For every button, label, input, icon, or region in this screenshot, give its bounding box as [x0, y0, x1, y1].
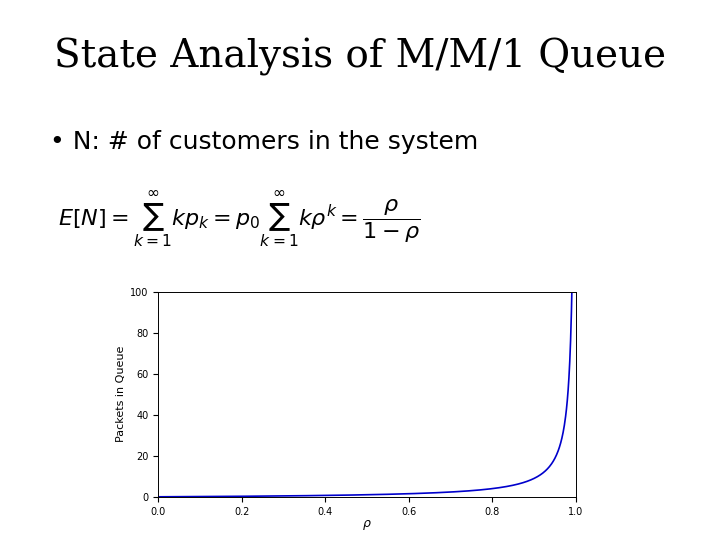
Text: State Analysis of M/M/1 Queue: State Analysis of M/M/1 Queue — [54, 38, 666, 76]
Text: • N: # of customers in the system: • N: # of customers in the system — [50, 130, 479, 153]
Text: $E[N] = \sum_{k=1}^{\infty} kp_k = p_0 \sum_{k=1}^{\infty} k\rho^k = \dfrac{\rho: $E[N] = \sum_{k=1}^{\infty} kp_k = p_0 \… — [58, 189, 420, 249]
X-axis label: $\rho$: $\rho$ — [362, 518, 372, 532]
Y-axis label: Packets in Queue: Packets in Queue — [116, 346, 126, 442]
